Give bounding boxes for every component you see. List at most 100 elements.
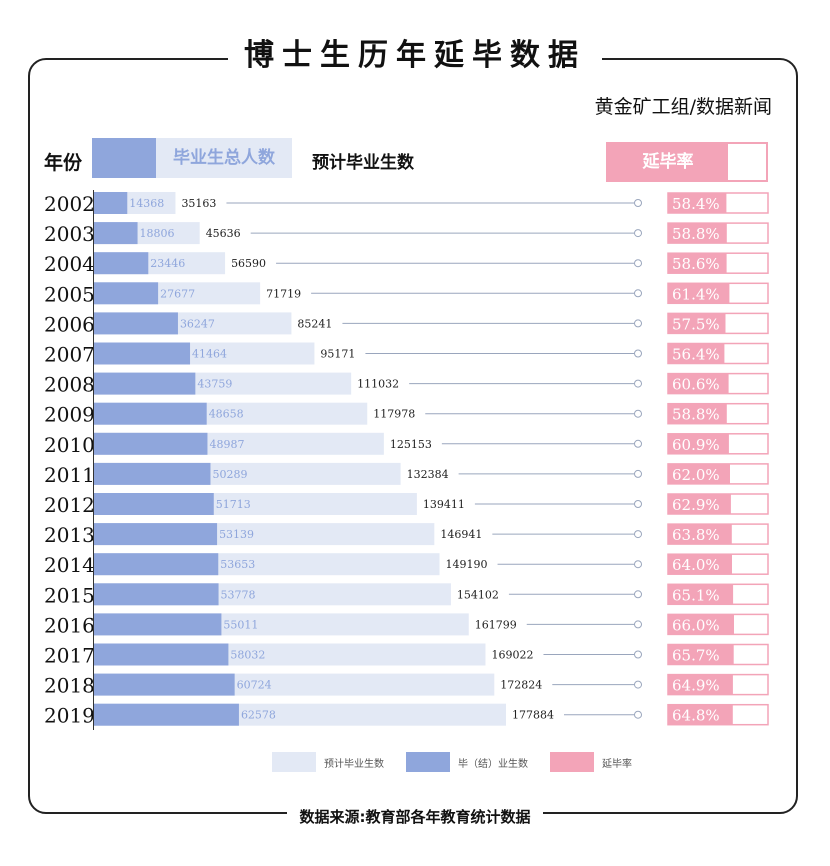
year-label: 2005 bbox=[44, 282, 95, 306]
bar-graduates bbox=[94, 192, 128, 214]
header-graduates-swatch bbox=[92, 138, 156, 178]
bar-graduates bbox=[94, 643, 229, 666]
expected-value-label: 132384 bbox=[407, 468, 449, 481]
year-label: 2011 bbox=[44, 463, 95, 487]
graduates-value-label: 14368 bbox=[129, 197, 164, 210]
expected-value-label: 149190 bbox=[446, 558, 488, 571]
year-label: 2010 bbox=[44, 433, 95, 457]
bar-graduates bbox=[94, 462, 211, 485]
bar-graduates bbox=[94, 583, 219, 606]
graduates-value-label: 27677 bbox=[160, 287, 195, 300]
expected-value-label: 71719 bbox=[266, 287, 301, 300]
expected-value-label: 146941 bbox=[440, 528, 482, 541]
graduates-value-label: 53139 bbox=[219, 528, 254, 541]
header-graduates: 毕业生总人数 bbox=[156, 138, 292, 178]
rate-label: 62.9% bbox=[672, 496, 720, 514]
graduates-value-label: 48658 bbox=[209, 408, 244, 421]
rate-fill bbox=[668, 584, 734, 605]
rate-fill bbox=[668, 193, 727, 213]
rate-label: 58.8% bbox=[672, 406, 720, 424]
expected-value-label: 154102 bbox=[457, 588, 499, 601]
leader-dot bbox=[634, 620, 642, 629]
rate-label: 60.9% bbox=[672, 436, 720, 454]
graduates-value-label: 60724 bbox=[237, 679, 272, 692]
year-label: 2017 bbox=[44, 644, 95, 668]
graduates-value-label: 48987 bbox=[209, 438, 244, 451]
legend-swatch-rate bbox=[550, 752, 594, 772]
graduates-value-label: 41464 bbox=[192, 348, 227, 361]
leader-dot bbox=[634, 409, 642, 418]
rate-label: 66.0% bbox=[672, 616, 720, 634]
year-label: 2013 bbox=[44, 523, 95, 547]
rate-fill bbox=[668, 343, 725, 364]
legend-swatch-expected bbox=[272, 752, 316, 772]
legend-label-graduates: 毕（结）业生数 bbox=[458, 758, 528, 770]
graduates-value-label: 50289 bbox=[212, 468, 247, 481]
rate-fill bbox=[668, 614, 734, 635]
chart-title-overlay: 博士生历年延毕数据 bbox=[0, 30, 830, 74]
legend-item-expected: 预计毕业生数 bbox=[272, 752, 384, 772]
rate-fill bbox=[668, 433, 729, 454]
bar-graduates bbox=[94, 372, 196, 395]
legend-label-rate: 延毕率 bbox=[602, 758, 632, 770]
year-label: 2007 bbox=[44, 343, 95, 367]
rate-fill bbox=[668, 644, 734, 665]
y-axis-line bbox=[93, 190, 94, 730]
graduates-value-label: 51713 bbox=[216, 498, 251, 511]
year-label: 2009 bbox=[44, 403, 95, 427]
rate-label: 57.5% bbox=[672, 315, 720, 333]
rate-label: 64.8% bbox=[672, 707, 720, 725]
leader-dot bbox=[634, 289, 642, 298]
leader-dot bbox=[634, 560, 642, 569]
rate-label: 61.4% bbox=[672, 285, 720, 303]
rate-fill bbox=[668, 463, 730, 484]
leader-dot bbox=[634, 259, 642, 268]
bar-graduates bbox=[94, 553, 219, 576]
header-expected: 预计毕业生数 bbox=[312, 153, 414, 173]
bar-graduates bbox=[94, 252, 149, 275]
rate-label: 60.6% bbox=[672, 376, 720, 394]
bar-graduates bbox=[94, 673, 235, 696]
legend-item-graduates: 毕（结）业生数 bbox=[406, 752, 528, 772]
legend: 预计毕业生数 毕（结）业生数 延毕率 bbox=[272, 752, 654, 772]
expected-value-label: 125153 bbox=[390, 438, 432, 451]
leader-dot bbox=[634, 710, 642, 719]
header-year: 年份 bbox=[44, 152, 83, 174]
leader-dot bbox=[634, 680, 642, 689]
rate-fill bbox=[668, 494, 731, 514]
year-label: 2004 bbox=[44, 252, 95, 276]
expected-value-label: 45636 bbox=[206, 227, 241, 240]
bar-graduates bbox=[94, 493, 214, 515]
year-label: 2006 bbox=[44, 312, 95, 336]
leader-dot bbox=[634, 439, 642, 448]
bar-graduates bbox=[94, 523, 218, 546]
expected-value-label: 172824 bbox=[500, 679, 542, 692]
bar-graduates bbox=[94, 613, 222, 636]
bar-graduates bbox=[94, 402, 207, 425]
rate-fill bbox=[668, 554, 732, 575]
rate-fill bbox=[668, 373, 729, 394]
graduates-value-label: 53778 bbox=[221, 588, 256, 601]
year-label: 2014 bbox=[44, 553, 95, 577]
bar-graduates bbox=[94, 222, 138, 245]
year-label: 2008 bbox=[44, 373, 95, 397]
year-label: 2012 bbox=[44, 493, 95, 517]
source-text: 数据来源:教育部各年教育统计数据 bbox=[287, 808, 543, 826]
expected-value-label: 177884 bbox=[512, 709, 554, 722]
expected-value-label: 56590 bbox=[231, 257, 266, 270]
rate-fill bbox=[668, 674, 733, 695]
bar-graduates bbox=[94, 703, 239, 726]
rate-fill bbox=[668, 253, 727, 274]
header-rate-box: 延毕率 bbox=[606, 142, 768, 182]
rate-fill bbox=[668, 704, 733, 725]
header-rate: 延毕率 bbox=[608, 144, 728, 180]
year-label: 2018 bbox=[44, 674, 95, 698]
leader-dot bbox=[634, 379, 642, 388]
year-label: 2015 bbox=[44, 583, 95, 607]
rate-label: 65.7% bbox=[672, 647, 720, 665]
rate-label: 63.8% bbox=[672, 526, 720, 544]
graduates-value-label: 36247 bbox=[180, 317, 215, 330]
rate-fill bbox=[668, 313, 726, 334]
source-note: 数据来源:教育部各年教育统计数据 bbox=[0, 806, 830, 827]
graduates-value-label: 58032 bbox=[230, 649, 265, 662]
